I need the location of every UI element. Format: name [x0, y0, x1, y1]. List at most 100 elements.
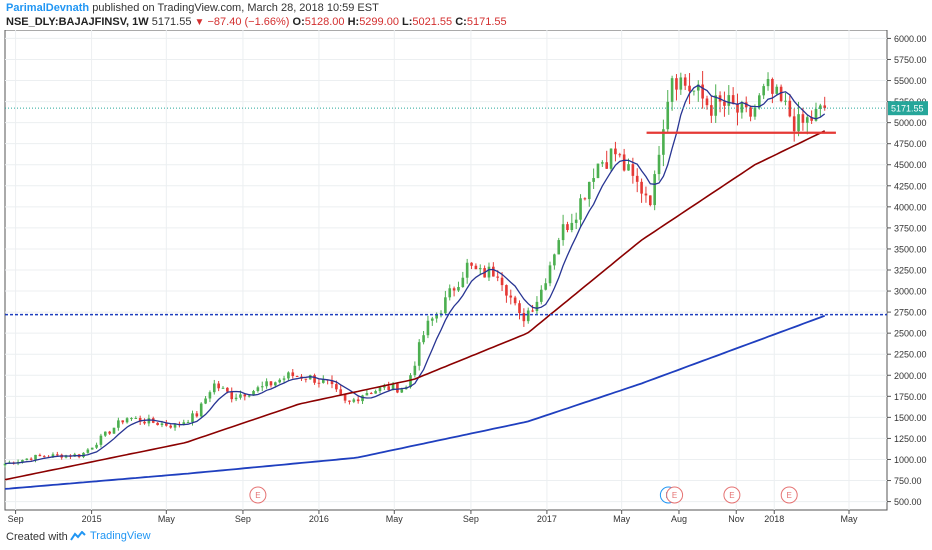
candle-body [688, 85, 691, 92]
x-tick-label: Nov [728, 514, 745, 524]
earnings-marker-label: E [672, 491, 677, 500]
last-value: 5171.55 [151, 16, 192, 28]
candle-body [683, 77, 687, 86]
y-tick-label: 1500.00 [894, 413, 927, 423]
down-arrow-icon: ▼ [194, 17, 205, 28]
high-value: 5299.00 [359, 16, 399, 28]
candle-body [138, 418, 142, 422]
candle-body [574, 219, 578, 223]
candle-body [409, 375, 412, 388]
candle-body [679, 77, 683, 90]
candle-body [749, 107, 752, 117]
candle-body [321, 379, 325, 383]
y-tick-label: 3250.00 [894, 266, 927, 276]
candle-body [422, 335, 425, 343]
candle-body [513, 297, 517, 304]
candle-body [788, 100, 792, 117]
y-tick-label: 2000.00 [894, 371, 927, 381]
open-value: 5128.00 [304, 16, 345, 28]
candle-body [339, 389, 343, 395]
candle-body [156, 422, 159, 426]
candle-body [570, 222, 574, 230]
candle-body [108, 431, 111, 434]
symbol-label: NSE_DLY:BAJAJFINSV, 1W [6, 16, 149, 28]
candle-body [226, 387, 229, 392]
candle-body [544, 283, 547, 290]
y-tick-label: 5750.00 [894, 55, 927, 65]
y-tick-label: 1000.00 [894, 455, 927, 465]
candle-body [696, 84, 700, 91]
candle-body [383, 386, 386, 388]
price-chart[interactable]: 6000.005750.005500.005250.005000.004750.… [0, 30, 932, 526]
candle-body [518, 303, 521, 314]
candle-body [579, 198, 582, 220]
candle-body [461, 277, 465, 288]
candle-body [121, 420, 125, 423]
y-tick-label: 2250.00 [894, 350, 927, 360]
y-tick-label: 1750.00 [894, 392, 927, 402]
candle-body [199, 403, 203, 417]
close-value: 5171.55 [466, 16, 507, 28]
candle-body [160, 423, 164, 426]
candle-body [657, 154, 661, 175]
candle-body [561, 224, 565, 241]
y-tick-label: 5000.00 [894, 118, 927, 128]
x-tick-label: May [840, 514, 858, 524]
y-tick-label: 1250.00 [894, 434, 927, 444]
y-tick-label: 4250.00 [894, 181, 927, 191]
candle-body [117, 420, 120, 428]
candle-body [374, 391, 377, 394]
y-tick-label: 4000.00 [894, 202, 927, 212]
candle-body [801, 114, 805, 123]
candle-body [526, 310, 530, 322]
candle-body [252, 391, 255, 396]
close-label: C: [455, 16, 467, 28]
candle-body [505, 285, 508, 296]
candle-body [465, 262, 469, 278]
candle-body [221, 387, 225, 389]
candle-body [662, 129, 665, 155]
fast-moving-average-line [4, 84, 826, 465]
candle-body [714, 95, 718, 116]
candle-body [548, 265, 552, 284]
y-tick-label: 3750.00 [894, 223, 927, 233]
x-tick-label: May [613, 514, 631, 524]
candle-body [557, 240, 561, 255]
candle-body [474, 265, 478, 270]
candle-body [291, 372, 295, 377]
candle-body [784, 100, 787, 102]
tradingview-brand[interactable]: TradingView [70, 530, 151, 542]
candle-body [239, 394, 242, 398]
candle-body [792, 116, 796, 132]
candle-body [553, 254, 556, 266]
candle-body [21, 459, 24, 462]
candle-body [343, 394, 347, 401]
change-value: −87.40 (−1.66%) [207, 16, 290, 28]
candle-body [631, 164, 635, 176]
candle-body [492, 266, 495, 277]
low-label: L: [402, 16, 413, 28]
y-tick-label: 2750.00 [894, 308, 927, 318]
y-tick-label: 4500.00 [894, 160, 927, 170]
candle-body [805, 117, 809, 123]
candle-body [500, 277, 504, 286]
earnings-marker-icon [249, 486, 267, 504]
candle-body [25, 458, 29, 460]
candle-body [260, 386, 264, 388]
candle-body [452, 288, 456, 291]
candle-body [56, 454, 59, 456]
slow-moving-average-line [4, 314, 826, 490]
candle-body [522, 313, 526, 322]
author-name[interactable]: ParimalDevnath [6, 2, 90, 14]
x-tick-label: 2018 [764, 514, 784, 524]
low-value: 5021.55 [412, 16, 453, 28]
candle-body [330, 380, 334, 385]
candle-body [90, 447, 94, 450]
high-label: H: [347, 16, 360, 28]
candle-body [430, 318, 434, 321]
candle-body [391, 383, 395, 391]
candle-body [496, 276, 500, 278]
candle-body [457, 287, 460, 291]
open-label: O: [292, 16, 305, 28]
candle-body [740, 102, 744, 113]
